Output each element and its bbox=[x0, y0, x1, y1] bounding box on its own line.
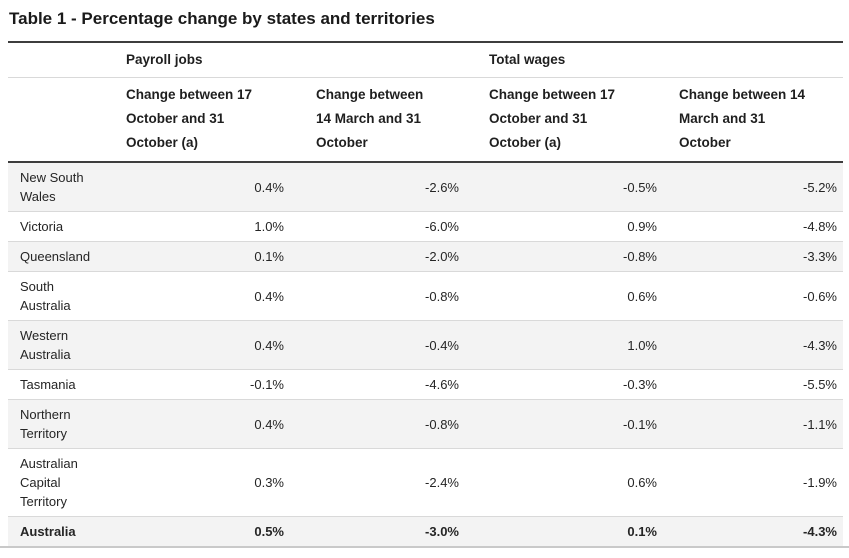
value-cell: -4.6% bbox=[308, 369, 481, 400]
value-cell: -0.5% bbox=[481, 162, 671, 212]
value-cell: -0.1% bbox=[481, 399, 671, 449]
column-header-payroll-oct: Change between 17 October and 31 October… bbox=[118, 77, 308, 163]
value-cell: 0.5% bbox=[254, 524, 284, 539]
value-cell: 0.4% bbox=[118, 271, 308, 321]
value-cell: 0.3% bbox=[118, 448, 308, 517]
value-cell: -3.3% bbox=[671, 241, 843, 272]
value-cell: -0.1% bbox=[118, 369, 308, 400]
row-header: Queensland bbox=[8, 241, 118, 272]
value-cell: 0.4% bbox=[118, 399, 308, 449]
row-header: Australia bbox=[20, 524, 76, 539]
value-cell: -4.8% bbox=[671, 211, 843, 242]
value-cell: -5.2% bbox=[671, 162, 843, 212]
table-row-vic: Victoria 1.0% -6.0% 0.9% -4.8% bbox=[8, 211, 843, 242]
value-cell: -0.8% bbox=[481, 241, 671, 272]
column-header-wages-oct: Change between 17 October and 31 October… bbox=[481, 77, 671, 163]
value-cell: 0.6% bbox=[481, 448, 671, 517]
table-body: New South Wales 0.4% -2.6% -0.5% -5.2% V… bbox=[8, 162, 843, 546]
column-header-payroll-march: Change between 14 March and 31 October bbox=[308, 77, 481, 163]
row-header: Western Australia bbox=[8, 320, 118, 370]
value-cell: -6.0% bbox=[308, 211, 481, 242]
value-cell: -5.5% bbox=[671, 369, 843, 400]
value-cell: 0.1% bbox=[118, 241, 308, 272]
value-cell: -1.9% bbox=[671, 448, 843, 517]
value-cell: 0.9% bbox=[481, 211, 671, 242]
column-header-wages-march: Change between 14 March and 31 October bbox=[671, 77, 843, 163]
table-row-wa: Western Australia 0.4% -0.4% 1.0% -4.3% bbox=[8, 320, 843, 370]
table-row-nt: Northern Territory 0.4% -0.8% -0.1% -1.1… bbox=[8, 399, 843, 449]
value-cell: 1.0% bbox=[118, 211, 308, 242]
value-cell: -0.4% bbox=[308, 320, 481, 370]
corner-cell bbox=[8, 41, 118, 78]
row-header: Victoria bbox=[8, 211, 118, 242]
value-cell: -0.8% bbox=[308, 399, 481, 449]
value-cell: -4.3% bbox=[803, 524, 837, 539]
row-header: Tasmania bbox=[8, 369, 118, 400]
table-header: Payroll jobs Total wages Change between … bbox=[8, 41, 843, 163]
value-cell: -3.0% bbox=[425, 524, 459, 539]
row-header: South Australia bbox=[8, 271, 118, 321]
value-cell: 0.1% bbox=[627, 524, 657, 539]
table-row-qld: Queensland 0.1% -2.0% -0.8% -3.3% bbox=[8, 241, 843, 272]
value-cell: -2.6% bbox=[308, 162, 481, 212]
value-cell: 0.4% bbox=[118, 162, 308, 212]
value-cell: -2.0% bbox=[308, 241, 481, 272]
group-header-payroll-jobs: Payroll jobs bbox=[118, 41, 481, 78]
row-header: New South Wales bbox=[8, 162, 118, 212]
table-row-tas: Tasmania -0.1% -4.6% -0.3% -5.5% bbox=[8, 369, 843, 400]
corner-cell bbox=[8, 77, 118, 163]
group-header-total-wages: Total wages bbox=[481, 41, 843, 78]
column-group-row: Payroll jobs Total wages bbox=[8, 41, 843, 78]
value-cell: -0.6% bbox=[671, 271, 843, 321]
value-cell: 0.6% bbox=[481, 271, 671, 321]
value-cell: 0.4% bbox=[118, 320, 308, 370]
table-row-australia-total: Australia 0.5% -3.0% 0.1% -4.3% bbox=[8, 516, 843, 546]
percentage-change-table: Payroll jobs Total wages Change between … bbox=[8, 41, 843, 546]
value-cell: -0.3% bbox=[481, 369, 671, 400]
row-header: Northern Territory bbox=[8, 399, 118, 449]
value-cell: -0.8% bbox=[308, 271, 481, 321]
table-row-nsw: New South Wales 0.4% -2.6% -0.5% -5.2% bbox=[8, 162, 843, 212]
row-header: Australian Capital Territory bbox=[8, 448, 118, 517]
table-row-sa: South Australia 0.4% -0.8% 0.6% -0.6% bbox=[8, 271, 843, 321]
column-header-row: Change between 17 October and 31 October… bbox=[8, 77, 843, 163]
table-bottom-rule bbox=[0, 546, 849, 548]
page-title: Table 1 - Percentage change by states an… bbox=[9, 9, 435, 28]
table-row-act: Australian Capital Territory 0.3% -2.4% … bbox=[8, 448, 843, 517]
value-cell: 1.0% bbox=[481, 320, 671, 370]
value-cell: -4.3% bbox=[671, 320, 843, 370]
value-cell: -1.1% bbox=[671, 399, 843, 449]
value-cell: -2.4% bbox=[308, 448, 481, 517]
